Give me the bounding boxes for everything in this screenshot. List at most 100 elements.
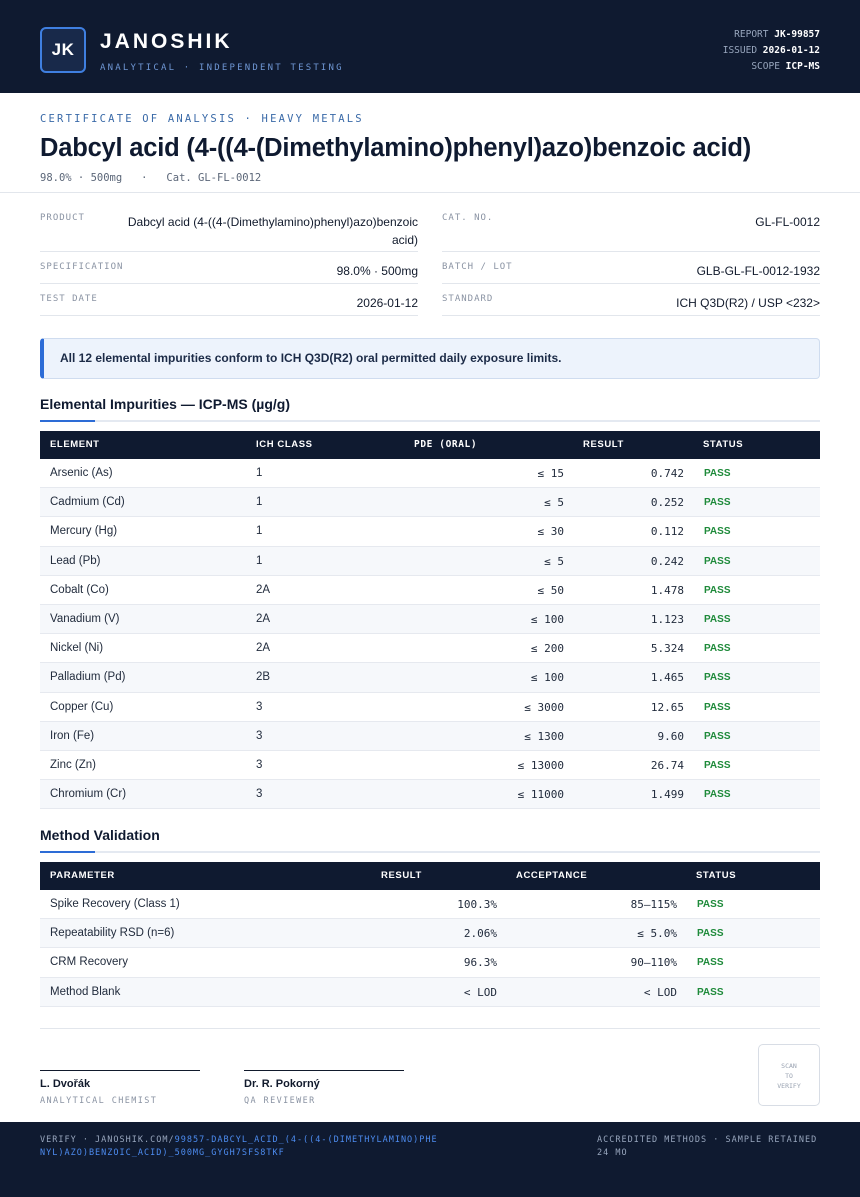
table-row: Palladium (Pd) 2B ≤ 100 1.465 PASS — [40, 663, 820, 693]
table-row: Cobalt (Co) 2A ≤ 50 1.478 PASS — [40, 576, 820, 605]
col-pde: PDE (ORAL) — [414, 439, 478, 450]
table-row: Cadmium (Cd) 1 ≤ 5 0.252 PASS — [40, 488, 820, 518]
signature-qa-reviewer: Dr. R. Pokorný QA REVIEWER — [244, 1070, 404, 1106]
page-subtitle: 98.0% · 500mg · Cat. GL-FL-0012 — [40, 172, 262, 184]
brand-name: JANOSHIK — [100, 30, 233, 53]
table-row: Method Blank < LOD < LOD PASS — [40, 977, 820, 1007]
standard-value: ICH Q3D(R2) / USP <232> — [676, 296, 820, 310]
cell-ich-class: 2A — [256, 583, 271, 596]
cell-element: Chromium (Cr) — [50, 788, 127, 801]
divider — [0, 192, 860, 193]
status-badge: PASS — [704, 555, 731, 567]
cell-pde: ≤ 5 — [544, 554, 564, 568]
status-badge: PASS — [704, 730, 731, 742]
cell-ich-class: 2B — [256, 671, 271, 684]
product-value: Dabcyl acid (4-((4-(Dimethylamino)phenyl… — [127, 215, 418, 247]
report-header: JK JANOSHIK ANALYTICAL · INDEPENDENT TES… — [0, 0, 860, 93]
cell-ich-class: 3 — [256, 700, 263, 713]
validation-table: PARAMETER RESULT ACCEPTANCE STATUS Spike… — [40, 862, 820, 1007]
cell-result: 5.324 — [650, 642, 684, 656]
info-standard: STANDARD ICH Q3D(R2) / USP <232> — [442, 294, 820, 316]
table-row: Arsenic (As) 1 ≤ 15 0.742 PASS — [40, 459, 820, 489]
cell-result: 9.60 — [657, 729, 685, 743]
cell-ich-class: 1 — [256, 496, 263, 509]
cell-pde: ≤ 100 — [530, 671, 564, 685]
cell-result: 1.478 — [650, 583, 684, 597]
cell-ich-class: 3 — [256, 788, 263, 801]
meta-report: REPORT JK-99857 — [734, 29, 820, 40]
cell-acceptance: < LOD — [643, 985, 677, 999]
cell-parameter: Method Blank — [50, 985, 121, 998]
status-badge: PASS — [704, 526, 731, 538]
status-badge: PASS — [704, 789, 731, 801]
validation-table-header: PARAMETER RESULT ACCEPTANCE STATUS — [40, 862, 820, 890]
cell-result: 0.242 — [650, 554, 684, 568]
cell-element: Nickel (Ni) — [50, 642, 104, 655]
cell-ich-class: 1 — [256, 525, 263, 538]
table-row: Vanadium (V) 2A ≤ 100 1.123 PASS — [40, 604, 820, 635]
table-row: Copper (Cu) 3 ≤ 3000 12.65 PASS — [40, 693, 820, 722]
col-element: ELEMENT — [50, 439, 100, 450]
impurities-table-header: ELEMENT ICH CLASS PDE (ORAL) RESULT STAT… — [40, 431, 820, 459]
cell-element: Mercury (Hg) — [50, 525, 118, 538]
validation-title-underline — [40, 851, 820, 853]
info-batch: BATCH / LOT GLB-GL-FL-0012-1932 — [442, 262, 820, 284]
cell-ich-class: 3 — [256, 729, 263, 742]
impurities-title: Elemental Impurities — ICP-MS (µg/g) — [40, 396, 290, 412]
info-product: PRODUCT Dabcyl acid (4-((4-(Dimethylamin… — [40, 213, 418, 252]
status-badge: PASS — [704, 672, 731, 684]
impurities-title-underline — [40, 420, 820, 422]
impurities-table: ELEMENT ICH CLASS PDE (ORAL) RESULT STAT… — [40, 431, 820, 810]
cell-parameter: CRM Recovery — [50, 956, 128, 969]
document-kicker: CERTIFICATE OF ANALYSIS · HEAVY METALS — [40, 113, 364, 125]
cell-result: 0.252 — [650, 496, 684, 510]
status-badge: PASS — [704, 759, 731, 771]
col-ich-class: ICH CLASS — [256, 439, 313, 450]
cell-val-result: 100.3% — [457, 898, 497, 911]
cell-acceptance: 90–110% — [630, 956, 677, 970]
meta-issued: ISSUED 2026-01-12 — [722, 45, 820, 56]
cell-pde: ≤ 30 — [537, 525, 565, 539]
table-row: Lead (Pb) 1 ≤ 5 0.242 PASS — [40, 546, 820, 576]
table-row: Chromium (Cr) 3 ≤ 11000 1.499 PASS — [40, 780, 820, 810]
status-badge: PASS — [697, 986, 724, 998]
status-badge: PASS — [704, 497, 731, 509]
col-val-status: STATUS — [696, 870, 737, 881]
status-badge: PASS — [704, 468, 731, 479]
col-result: RESULT — [583, 439, 624, 450]
validation-title: Method Validation — [40, 827, 160, 843]
cat-no-value: GL-FL-0012 — [755, 215, 820, 229]
cell-acceptance: ≤ 5.0% — [637, 927, 677, 941]
report-footer: VERIFY · JANOSHIK.COM/99857-DABCYL_ACID_… — [0, 1122, 860, 1197]
status-badge: PASS — [704, 643, 731, 655]
test-date-value: 2026-01-12 — [356, 296, 418, 310]
conformance-notice: All 12 elemental impurities conform to I… — [40, 338, 820, 379]
cell-ich-class: 1 — [256, 467, 263, 479]
verify-qr-code[interactable]: SCAN TO VERIFY — [758, 1044, 820, 1106]
cell-ich-class: 3 — [256, 758, 263, 771]
brand-logo: JK — [40, 27, 86, 73]
cell-val-result: 96.3% — [463, 956, 497, 970]
signature-chemist: L. Dvořák ANALYTICAL CHEMIST — [40, 1070, 200, 1106]
cell-element: Arsenic (As) — [50, 467, 113, 479]
cell-element: Iron (Fe) — [50, 729, 95, 742]
cell-pde: ≤ 13000 — [517, 758, 564, 772]
col-status: STATUS — [703, 439, 744, 450]
page-title: Dabcyl acid (4-((4-(Dimethylamino)phenyl… — [40, 134, 752, 162]
table-row: Iron (Fe) 3 ≤ 1300 9.60 PASS — [40, 721, 820, 751]
cell-parameter: Repeatability RSD (n=6) — [50, 927, 175, 940]
cell-result: 0.742 — [650, 467, 684, 480]
cell-pde: ≤ 11000 — [517, 788, 564, 802]
table-row: CRM Recovery 96.3% 90–110% PASS — [40, 948, 820, 978]
col-acceptance: ACCEPTANCE — [516, 870, 588, 881]
cell-result: 26.74 — [650, 758, 684, 772]
table-row: Spike Recovery (Class 1) 100.3% 85–115% PAS… — [40, 890, 820, 920]
col-val-result: RESULT — [381, 870, 422, 881]
status-badge: PASS — [697, 899, 724, 910]
table-row: Zinc (Zn) 3 ≤ 13000 26.74 PASS — [40, 751, 820, 781]
meta-scope: SCOPE ICP-MS — [751, 61, 820, 72]
cell-pde: ≤ 1300 — [524, 729, 564, 743]
verify-link[interactable]: 99857-DABCYL_ACID_(4-((4-(DIMETHYLAMINO)… — [40, 1135, 438, 1158]
cell-result: 1.465 — [650, 671, 684, 685]
cell-parameter: Spike Recovery (Class 1) — [50, 898, 180, 910]
